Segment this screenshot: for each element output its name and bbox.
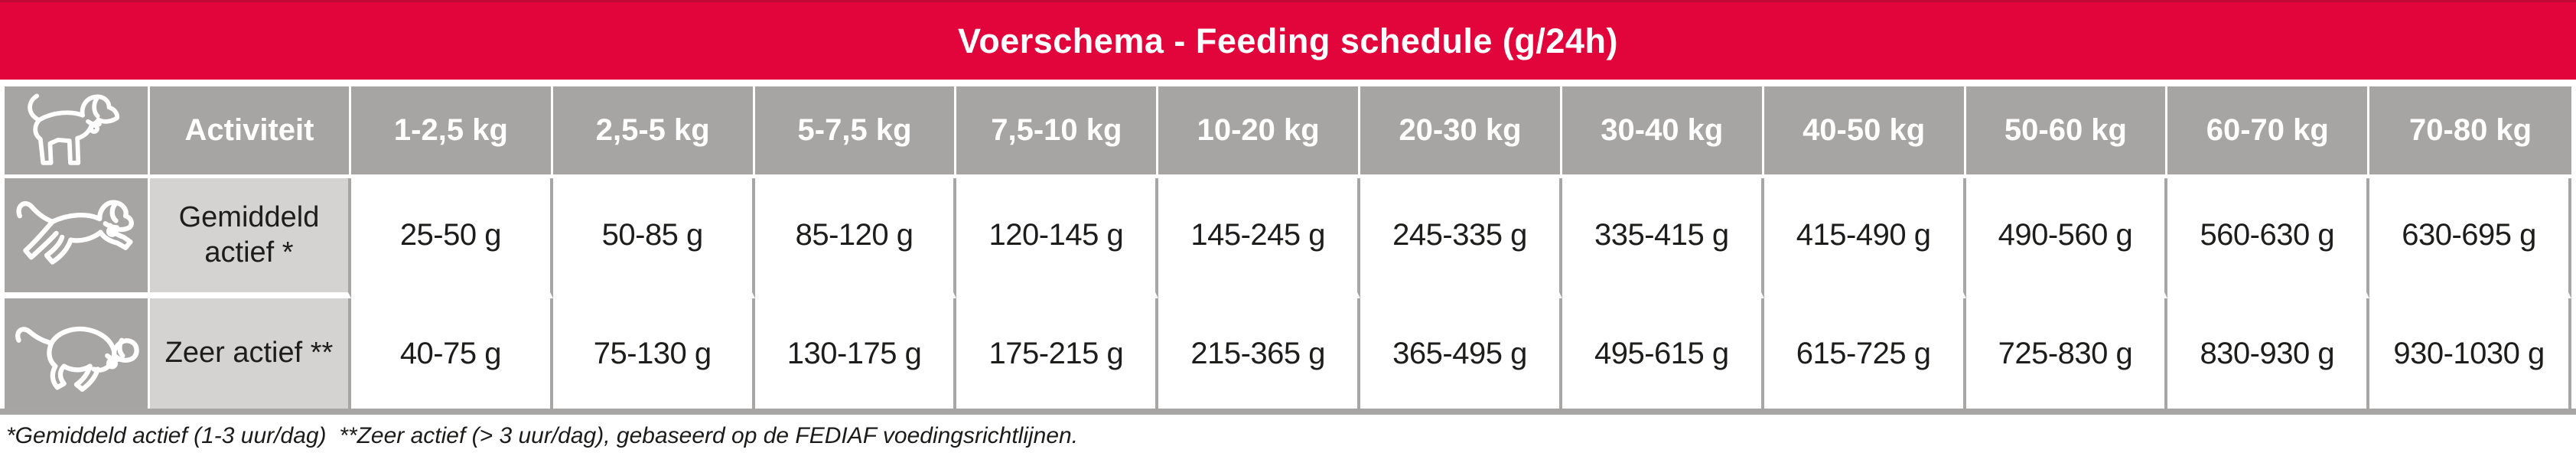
corner-icon-cell: [5, 86, 150, 178]
value-cell: 85-120 g: [754, 178, 957, 298]
value-cell: 25-50 g: [351, 178, 553, 298]
weight-header: 20-30 kg: [1360, 86, 1562, 178]
value-cell: 725-830 g: [1965, 298, 2168, 409]
value-cell: 560-630 g: [2167, 178, 2370, 298]
row-icon-cell: [5, 178, 150, 298]
value-cell: 50-85 g: [552, 178, 755, 298]
value-cell: 120-145 g: [956, 178, 1159, 298]
weight-header: 1-2,5 kg: [351, 86, 553, 178]
value-cell: 215-365 g: [1158, 298, 1361, 409]
feeding-table: Activiteit 1-2,5 kg 2,5-5 kg 5-7,5 kg 7,…: [5, 86, 2571, 409]
page-title: Voerschema - Feeding schedule (g/24h): [958, 21, 1618, 60]
weight-header: 30-40 kg: [1562, 86, 1764, 178]
weight-header: 2,5-5 kg: [552, 86, 755, 178]
value-cell: 175-215 g: [956, 298, 1159, 409]
activity-label: Zeer actief **: [150, 298, 351, 409]
value-cell: 615-725 g: [1763, 298, 1966, 409]
title-bar: Voerschema - Feeding schedule (g/24h): [0, 0, 2576, 80]
footnote: *Gemiddeld actief (1-3 uur/dag) **Zeer a…: [6, 423, 1079, 448]
weight-header: 5-7,5 kg: [754, 86, 957, 178]
running-dog-icon: [15, 326, 139, 392]
value-cell: 75-130 g: [552, 298, 755, 409]
weight-header: 7,5-10 kg: [956, 86, 1159, 178]
value-cell: 40-75 g: [351, 298, 553, 409]
value-cell: 130-175 g: [754, 298, 957, 409]
trotting-dog-icon: [16, 200, 134, 265]
value-cell: 630-695 g: [2369, 178, 2571, 298]
table-bottom-divider: [0, 409, 2576, 415]
value-cell: 415-490 g: [1763, 178, 1966, 298]
weight-header: 40-50 kg: [1763, 86, 1966, 178]
weight-header: 10-20 kg: [1158, 86, 1361, 178]
value-cell: 245-335 g: [1360, 178, 1562, 298]
value-cell: 145-245 g: [1158, 178, 1361, 298]
value-cell: 490-560 g: [1965, 178, 2168, 298]
value-cell: 830-930 g: [2167, 298, 2370, 409]
weight-header: 50-60 kg: [1965, 86, 2168, 178]
row-icon-cell: [5, 298, 150, 409]
value-cell: 365-495 g: [1360, 298, 1562, 409]
weight-header: 70-80 kg: [2369, 86, 2571, 178]
activity-column-header: Activiteit: [150, 86, 351, 178]
value-cell: 495-615 g: [1562, 298, 1764, 409]
standing-dog-icon: [27, 93, 119, 165]
value-cell: 930-1030 g: [2369, 298, 2571, 409]
weight-header: 60-70 kg: [2167, 86, 2370, 178]
activity-label: Gemiddeld actief *: [150, 178, 351, 298]
value-cell: 335-415 g: [1562, 178, 1764, 298]
